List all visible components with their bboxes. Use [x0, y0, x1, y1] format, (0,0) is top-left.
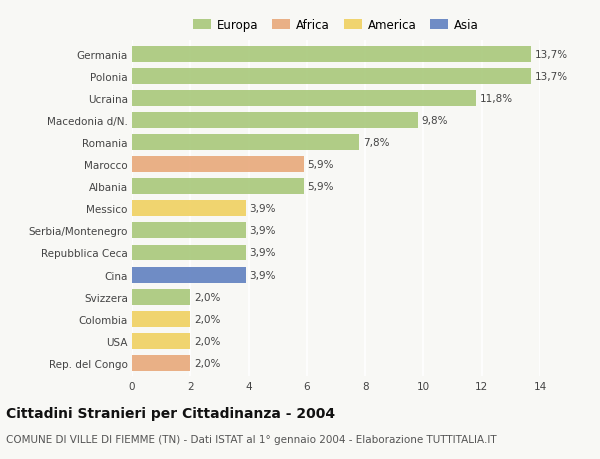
Bar [132, 157, 304, 173]
Text: 2,0%: 2,0% [194, 358, 220, 368]
Text: COMUNE DI VILLE DI FIEMME (TN) - Dati ISTAT al 1° gennaio 2004 - Elaborazione TU: COMUNE DI VILLE DI FIEMME (TN) - Dati IS… [6, 434, 497, 444]
Legend: Europa, Africa, America, Asia: Europa, Africa, America, Asia [193, 19, 479, 32]
Text: 2,0%: 2,0% [194, 292, 220, 302]
Text: Cittadini Stranieri per Cittadinanza - 2004: Cittadini Stranieri per Cittadinanza - 2… [6, 406, 335, 420]
Text: 13,7%: 13,7% [535, 72, 568, 82]
Text: 11,8%: 11,8% [479, 94, 512, 104]
Bar [132, 113, 418, 129]
Bar [132, 245, 245, 261]
Text: 2,0%: 2,0% [194, 336, 220, 346]
Text: 7,8%: 7,8% [363, 138, 389, 148]
Bar [132, 267, 245, 283]
Text: 5,9%: 5,9% [307, 182, 334, 192]
Text: 9,8%: 9,8% [421, 116, 448, 126]
Bar [132, 223, 245, 239]
Text: 3,9%: 3,9% [249, 248, 275, 258]
Bar [132, 135, 359, 151]
Bar [132, 355, 190, 371]
Bar [132, 179, 304, 195]
Bar [132, 333, 190, 349]
Text: 5,9%: 5,9% [307, 160, 334, 170]
Text: 3,9%: 3,9% [249, 270, 275, 280]
Bar [132, 69, 531, 84]
Text: 2,0%: 2,0% [194, 314, 220, 324]
Text: 3,9%: 3,9% [249, 204, 275, 214]
Bar [132, 91, 476, 106]
Bar [132, 201, 245, 217]
Bar [132, 289, 190, 305]
Bar [132, 311, 190, 327]
Bar [132, 47, 531, 62]
Text: 3,9%: 3,9% [249, 226, 275, 236]
Text: 13,7%: 13,7% [535, 50, 568, 60]
